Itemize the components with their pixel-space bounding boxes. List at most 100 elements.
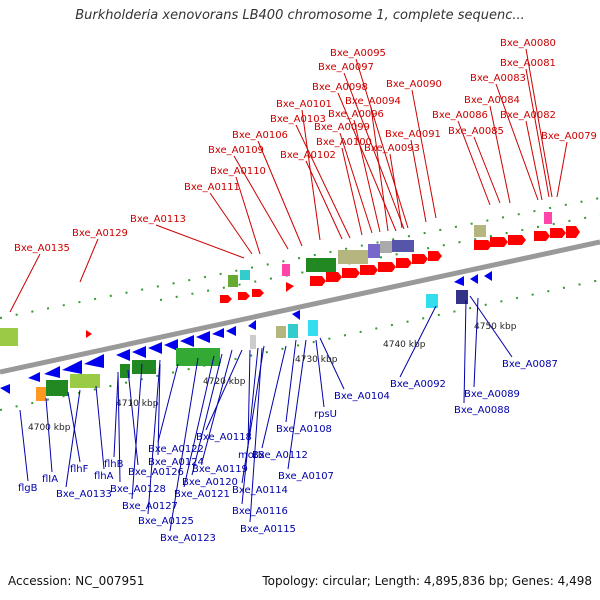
reverse-genes	[0, 271, 492, 401]
reverse-gene-label[interactable]: Bxe_A0127	[122, 501, 178, 512]
reverse-gene-labels: Bxe_A0087 Bxe_A0092 Bxe_A0089 Bxe_A0088 Bxe_…	[18, 359, 558, 544]
gene-arrow	[180, 335, 194, 347]
forward-gene-label[interactable]: Bxe_A0090	[386, 79, 442, 90]
feature-block	[474, 225, 486, 237]
forward-gene-label[interactable]: Bxe_A0081	[500, 58, 556, 69]
gene-arrow	[28, 372, 40, 382]
leader-line	[353, 119, 381, 233]
feature-block	[288, 324, 298, 338]
leader-line	[247, 349, 251, 449]
forward-gene-label[interactable]: Bxe_A0091	[385, 129, 441, 140]
scale-label: 4720 kbp	[203, 377, 246, 387]
reverse-gene-label[interactable]: Bxe_A0122	[148, 444, 204, 455]
forward-gene-label[interactable]: Bxe_A0099	[314, 122, 370, 133]
forward-gene-label[interactable]: Bxe_A0100	[316, 137, 372, 148]
reverse-gene-label[interactable]: flgB	[18, 483, 38, 494]
forward-gene-label[interactable]: Bxe_A0103	[270, 114, 326, 125]
leader-line	[315, 339, 325, 408]
gene-arrow	[412, 254, 428, 264]
leader-line	[65, 389, 81, 488]
gene-arrow	[220, 295, 232, 303]
gene-arrow	[292, 310, 300, 320]
gene-arrow	[212, 328, 224, 338]
reverse-gene-label[interactable]: Bxe_A0123	[160, 533, 216, 544]
reverse-gene-label[interactable]: Bxe_A0115	[240, 524, 296, 535]
bottom-leader-lines	[19, 295, 513, 532]
forward-gene-label[interactable]: Bxe_A0109	[208, 145, 264, 156]
reverse-gene-label[interactable]: Bxe_A0104	[334, 391, 390, 402]
reverse-gene-label[interactable]: Bxe_A0121	[174, 489, 230, 500]
reverse-gene-label[interactable]: Bxe_A0114	[232, 485, 288, 496]
forward-gene-label[interactable]: Bxe_A0129	[72, 228, 128, 239]
forward-gene-label[interactable]: Bxe_A0096	[328, 109, 384, 120]
feature-block	[228, 275, 238, 287]
feature-block	[338, 250, 368, 264]
leader-line	[67, 391, 81, 463]
scale-labels: 4700 kbp 4710 kbp 4720 kbp 4730 kbp 4740 kbp…	[28, 322, 517, 433]
reverse-gene-label[interactable]: Bxe_A0126	[128, 467, 184, 478]
leader-line	[45, 397, 53, 473]
reverse-gene-label[interactable]: flhB	[104, 459, 124, 470]
reverse-gene-label[interactable]: Bxe_A0112	[252, 450, 308, 461]
reverse-gene-label[interactable]: Bxe_A0092	[390, 379, 446, 390]
gene-arrow	[508, 235, 526, 245]
leader-line	[79, 238, 99, 283]
reverse-gene-label[interactable]: Bxe_A0118	[196, 432, 252, 443]
reverse-gene-label[interactable]: Bxe_A0089	[464, 389, 520, 400]
reverse-gene-label[interactable]: flhF	[70, 464, 89, 475]
forward-gene-label[interactable]: Bxe_A0093	[364, 143, 420, 154]
forward-gene-label[interactable]: Bxe_A0083	[470, 73, 526, 84]
leader-line	[525, 48, 553, 198]
feature-block	[132, 360, 156, 374]
forward-gene-label[interactable]: Bxe_A0079	[541, 131, 597, 142]
gene-arrow	[164, 339, 178, 351]
reverse-gene-label[interactable]: flIA	[42, 474, 58, 485]
forward-gene-label[interactable]: Bxe_A0101	[276, 99, 332, 110]
reverse-gene-label[interactable]: Bxe_A0133	[56, 489, 112, 500]
forward-gene-label[interactable]: Bxe_A0084	[464, 95, 520, 106]
forward-gene-label[interactable]: Bxe_A0080	[500, 38, 556, 49]
gene-arrow	[0, 384, 10, 394]
reverse-gene-label[interactable]: Bxe_A0107	[278, 471, 334, 482]
gene-arrow	[116, 349, 130, 361]
map-title: Burkholderia xenovorans LB400 chromosome…	[75, 8, 525, 23]
reverse-gene-label[interactable]: Bxe_A0120	[182, 477, 238, 488]
accession-text: Accession: NC_007951	[8, 574, 145, 588]
forward-gene-label[interactable]: Bxe_A0106	[232, 130, 288, 141]
leader-line	[341, 147, 363, 236]
forward-gene-label[interactable]: Bxe_A0110	[210, 166, 266, 177]
reverse-gene-label[interactable]: Bxe_A0128	[110, 484, 166, 495]
forward-gene-label[interactable]: Bxe_A0085	[448, 126, 504, 137]
forward-gene-label[interactable]: Bxe_A0086	[432, 110, 488, 121]
forward-gene-label[interactable]: Bxe_A0095	[330, 48, 386, 59]
reverse-gene-label[interactable]: Bxe_A0108	[276, 424, 332, 435]
forward-gene-label[interactable]: Bxe_A0135	[14, 243, 70, 254]
reverse-gene-label[interactable]: Bxe_A0119	[192, 464, 248, 475]
forward-gene-label[interactable]: Bxe_A0102	[280, 150, 336, 161]
reverse-gene-label[interactable]: Bxe_A0116	[232, 506, 288, 517]
feature-block	[46, 380, 68, 396]
gene-arrow	[44, 366, 60, 378]
gene-arrow	[310, 276, 326, 286]
gene-arrow	[84, 354, 104, 368]
reverse-gene-label[interactable]: flhA	[94, 471, 114, 482]
forward-gene-label[interactable]: Bxe_A0111	[184, 182, 240, 193]
reverse-gene-label[interactable]: Bxe_A0124	[148, 457, 204, 468]
gene-arrow	[490, 237, 508, 247]
reverse-gene-label[interactable]: Bxe_A0087	[502, 359, 558, 370]
forward-gene-label[interactable]: Bxe_A0098	[312, 82, 368, 93]
forward-gene-label[interactable]: Bxe_A0097	[318, 62, 374, 73]
forward-guide-line	[0, 197, 600, 319]
forward-gene-label[interactable]: Bxe_A0082	[500, 110, 556, 121]
reverse-gene-label[interactable]: rpsU	[314, 409, 337, 420]
feature-block	[380, 241, 392, 253]
reverse-gene-label[interactable]: Bxe_A0125	[138, 516, 194, 527]
forward-gene-label[interactable]: Bxe_A0094	[345, 96, 401, 107]
forward-gene-label[interactable]: Bxe_A0113	[130, 214, 186, 225]
leader-line	[410, 139, 427, 223]
leader-line	[127, 369, 139, 466]
reverse-gene-label[interactable]: Bxe_A0088	[454, 405, 510, 416]
reverse-gene-label[interactable]: motB	[238, 450, 265, 461]
leader-line	[469, 295, 513, 358]
